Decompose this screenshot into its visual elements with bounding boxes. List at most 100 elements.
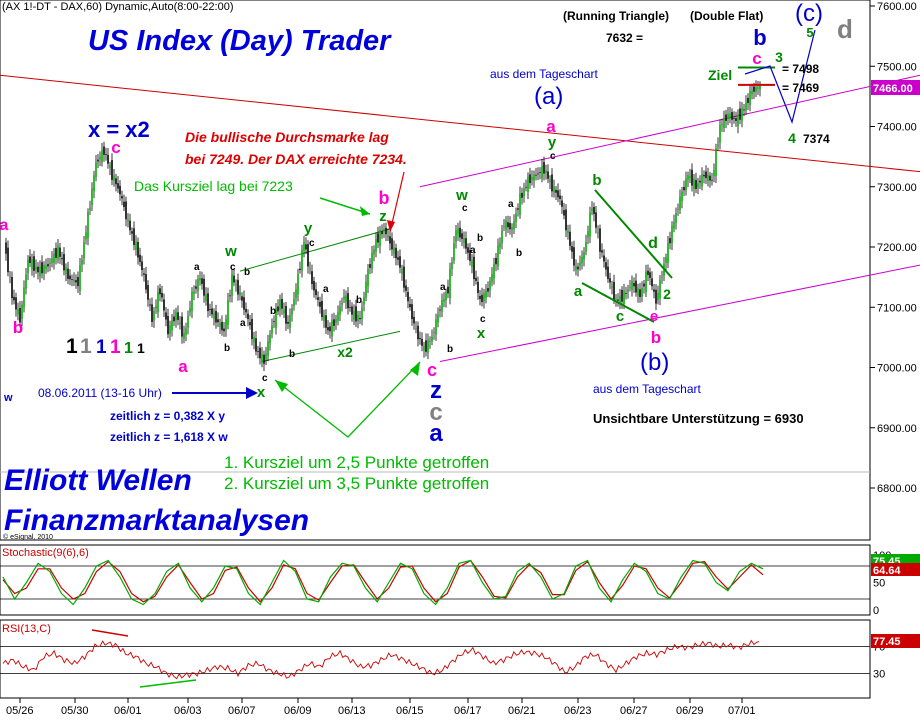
candle-body (715, 148, 717, 176)
brand-elliott: Elliott Wellen (4, 464, 192, 497)
candle-body (735, 118, 737, 121)
x-tick-label-11: 06/27 (620, 705, 648, 717)
stoch-d-line (2, 559, 764, 603)
candle-body (401, 268, 403, 274)
candle-body (27, 259, 29, 273)
candle-body (311, 271, 313, 285)
candle-body (319, 301, 321, 307)
wave-label: y (548, 134, 557, 151)
candle-body (527, 176, 529, 192)
candle-body (53, 253, 55, 263)
y-tick-label-0: 6800.00 (877, 483, 917, 495)
candle-body (471, 260, 473, 268)
candle-body (529, 174, 531, 184)
x-tick-label-12: 06/29 (676, 705, 704, 717)
candle-body (211, 308, 213, 315)
ones-1: 1 (66, 335, 78, 358)
candle-body (757, 87, 759, 89)
kursziel-7223-note: Das Kursziel lag bei 7223 (134, 178, 293, 194)
candle-body (383, 229, 385, 232)
minor-wave-label: a (240, 318, 246, 329)
rsi-tick-30: 30 (873, 669, 885, 681)
wedge-upper-line (594, 189, 673, 279)
level-7498-label: = 7498 (782, 62, 819, 76)
candle-body (283, 309, 285, 314)
candle-body (709, 175, 711, 181)
wave-label: b (379, 188, 390, 208)
candle-body (659, 279, 661, 299)
candle-body (553, 186, 555, 193)
candle-body (59, 247, 61, 257)
candle-body (727, 113, 729, 120)
candle-body (395, 247, 397, 259)
candle-body (381, 231, 383, 235)
candle-body (83, 242, 85, 259)
candle-body (101, 150, 103, 163)
candle-body (451, 262, 453, 270)
rsi-line (2, 639, 760, 680)
candle-body (635, 280, 637, 293)
candle-body (113, 175, 115, 181)
candle-body (517, 208, 519, 210)
candle-body (519, 193, 521, 216)
candle-body (417, 325, 419, 340)
y-tick-label-6: 7400.00 (877, 122, 917, 134)
candle-body (45, 265, 47, 269)
ones-3: 1 (96, 337, 107, 358)
xx2-label: x = x2 (88, 117, 150, 142)
candle-body (289, 314, 291, 328)
brand-title: US Index (Day) Trader (88, 25, 392, 57)
bullish-arrowhead (387, 220, 395, 232)
candle-body (33, 256, 35, 271)
wave-label: 4 (788, 130, 796, 146)
candle-body (643, 283, 645, 287)
candle-body (121, 196, 123, 199)
wave-label: c (427, 360, 437, 380)
candle-body (183, 332, 185, 339)
ones-4: 1 (110, 337, 121, 358)
candle-body (267, 341, 269, 356)
candle-body (603, 255, 605, 262)
candle-body (445, 292, 447, 301)
candle-body (65, 267, 67, 274)
candle-body (449, 268, 451, 299)
candle-body (747, 97, 749, 103)
wave-label: x (257, 384, 266, 401)
rsi-value: 77.45 (873, 636, 901, 648)
candle-body (587, 231, 589, 238)
x-tick-label-6: 06/13 (338, 705, 366, 717)
candle-body (81, 259, 83, 266)
stoch-d-value: 64.64 (873, 565, 901, 577)
candle-body (711, 179, 713, 181)
candle-body (717, 144, 719, 147)
candle-body (569, 231, 571, 246)
candle-body (137, 241, 139, 258)
date-axis: 05/26 05/30 06/01 06/03 06/07 06/09 06/13 06/15… (6, 698, 756, 717)
candle-body (655, 289, 657, 304)
candle-body (345, 295, 347, 303)
candle-body (47, 264, 49, 267)
candle-body (355, 306, 357, 322)
candle-body (93, 175, 95, 192)
channel-red_resistance (0, 74, 920, 173)
wave-c-paren: (c) (795, 0, 823, 27)
channel-magenta_lower (439, 264, 920, 362)
candle-body (615, 298, 617, 300)
candle-body (671, 225, 673, 244)
candle-body (463, 238, 465, 243)
candle-body (321, 300, 323, 318)
candle-body (159, 288, 161, 295)
candle-body (405, 285, 407, 291)
candle-body (611, 286, 613, 288)
tageschart-bottom: aus dem Tageschart (593, 382, 702, 396)
rsi-red-divergence (91, 629, 129, 637)
candle-body (487, 288, 489, 292)
candle-body (301, 249, 303, 271)
candle-body (23, 287, 25, 308)
candle-body (249, 322, 251, 326)
candle-body (67, 268, 69, 279)
channel-green_upper_wxy (239, 228, 391, 272)
y-tick-label-4: 7200.00 (877, 242, 917, 254)
candle-body (129, 220, 131, 231)
